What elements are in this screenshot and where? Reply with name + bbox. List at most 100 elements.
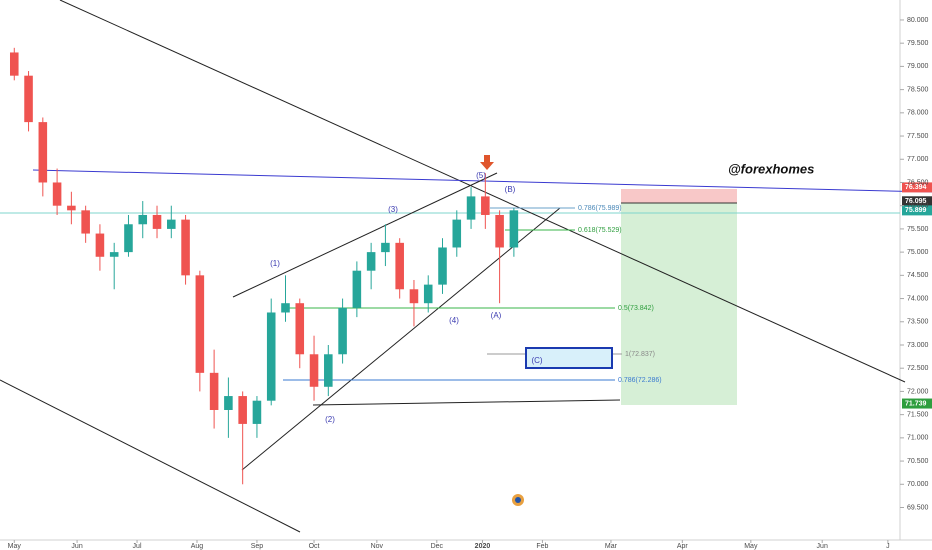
- candle-body: [423, 284, 433, 304]
- y-tick-label: 71.500: [907, 411, 929, 418]
- candle-body: [24, 75, 33, 123]
- y-tick-label: 72.500: [907, 365, 929, 372]
- candle-body: [352, 270, 362, 308]
- y-tick-label: 80.000: [907, 17, 929, 24]
- y-tick-label: 76.000: [907, 203, 929, 210]
- candle-body: [124, 224, 133, 253]
- candle-body: [338, 307, 347, 355]
- candle-body: [481, 196, 490, 215]
- annotation: (5): [476, 171, 486, 180]
- annotation: (4): [449, 316, 459, 325]
- candle-body: [295, 303, 305, 355]
- candle-body: [238, 396, 247, 424]
- x-tick-label: Jun: [817, 543, 828, 550]
- wedge-line: [232, 172, 498, 298]
- annotation: (A): [491, 311, 502, 320]
- annotation: (C): [531, 356, 542, 365]
- candle-body: [309, 354, 319, 387]
- x-tick-label: May: [8, 543, 22, 550]
- watermark: @forexhomes: [728, 161, 814, 176]
- trend-line: [0, 379, 301, 533]
- arrow: [480, 155, 494, 170]
- price-tag-label: 71.739: [905, 400, 927, 407]
- y-tick-label: 75.000: [907, 249, 929, 256]
- y-tick-label: 78.500: [907, 86, 929, 93]
- y-tick-label: 79.500: [907, 40, 929, 47]
- base-line: [312, 399, 621, 406]
- annotation: 0.5(73.842): [618, 305, 654, 312]
- wedge-line: [241, 207, 561, 471]
- target-box: [525, 347, 613, 369]
- candle-body: [109, 252, 119, 257]
- annotation: 1(72.837): [625, 351, 655, 358]
- y-tick-label: 75.500: [907, 226, 929, 233]
- price-tag: [902, 205, 932, 216]
- x-tick-label: 2020: [475, 543, 491, 550]
- x-tick-label: Nov: [371, 543, 384, 550]
- candle-body: [395, 242, 404, 290]
- y-tick-label: 77.000: [907, 156, 929, 163]
- candle-body: [195, 275, 205, 373]
- y-tick-label: 70.000: [907, 481, 929, 488]
- candle-body: [224, 396, 233, 410]
- x-tick-label: May: [744, 543, 758, 550]
- resistance-line: [32, 169, 932, 193]
- candle-body: [152, 214, 162, 229]
- y-tick-label: 72.000: [907, 388, 929, 395]
- x-tick-label: Sep: [251, 543, 264, 550]
- candle-body: [81, 210, 90, 234]
- x-tick-label: Feb: [536, 543, 548, 550]
- candle-body: [281, 303, 290, 313]
- y-tick-label: 69.500: [907, 504, 929, 511]
- x-tick-label: Jun: [71, 543, 82, 550]
- y-tick-label: 70.500: [907, 458, 929, 465]
- annotation: 0.786(75.989): [578, 205, 622, 212]
- price-tag-label: 76.394: [905, 184, 927, 191]
- x-tick-label: Jul: [133, 543, 142, 550]
- y-tick-label: 73.000: [907, 342, 929, 349]
- candle-body: [409, 289, 419, 304]
- candle-body: [67, 205, 76, 211]
- x-tick-label: Dec: [431, 543, 444, 550]
- candle-body: [438, 247, 447, 285]
- candle-body: [52, 182, 62, 206]
- target-zone: [621, 203, 737, 405]
- price-tag: [902, 182, 932, 193]
- x-tick-label: Oct: [309, 543, 320, 550]
- candle-body: [38, 122, 48, 183]
- candle-body: [138, 214, 148, 225]
- trend-line: [59, 0, 906, 383]
- candle-body: [509, 210, 519, 248]
- price-tag: [902, 196, 932, 207]
- y-tick-label: 76.500: [907, 179, 929, 186]
- candle-body: [366, 252, 376, 271]
- x-tick-label: Mar: [605, 543, 618, 550]
- y-tick-label: 79.000: [907, 63, 929, 70]
- candle-body: [209, 372, 219, 410]
- candle-body: [9, 52, 19, 76]
- candle-body: [266, 312, 276, 401]
- candle-body: [95, 233, 105, 257]
- y-tick-label: 73.500: [907, 319, 929, 326]
- price-tag-label: 75.899: [905, 207, 927, 214]
- y-tick-label: 77.500: [907, 133, 929, 140]
- annotation: 0.618(75.529): [578, 227, 622, 234]
- candle-body: [452, 219, 462, 248]
- y-tick-label: 78.000: [907, 110, 929, 117]
- y-tick-label: 71.000: [907, 435, 929, 442]
- candle-body: [252, 400, 262, 424]
- candles: [9, 47, 519, 485]
- x-tick-label: J: [886, 543, 890, 550]
- candle-body: [381, 242, 390, 253]
- candle-body: [324, 354, 333, 387]
- overlay: 76.394 76.095 75.899 71.739 (1) (2) (3) (4) (5) (…: [270, 171, 932, 424]
- annotation: (3): [388, 205, 398, 214]
- price-tag-label: 76.095: [905, 198, 927, 205]
- stop-zone: [621, 189, 737, 203]
- price-tag: [902, 398, 932, 409]
- x-tick-label: Aug: [191, 543, 204, 550]
- y-tick-label: 74.500: [907, 272, 929, 279]
- candle-body: [167, 219, 176, 229]
